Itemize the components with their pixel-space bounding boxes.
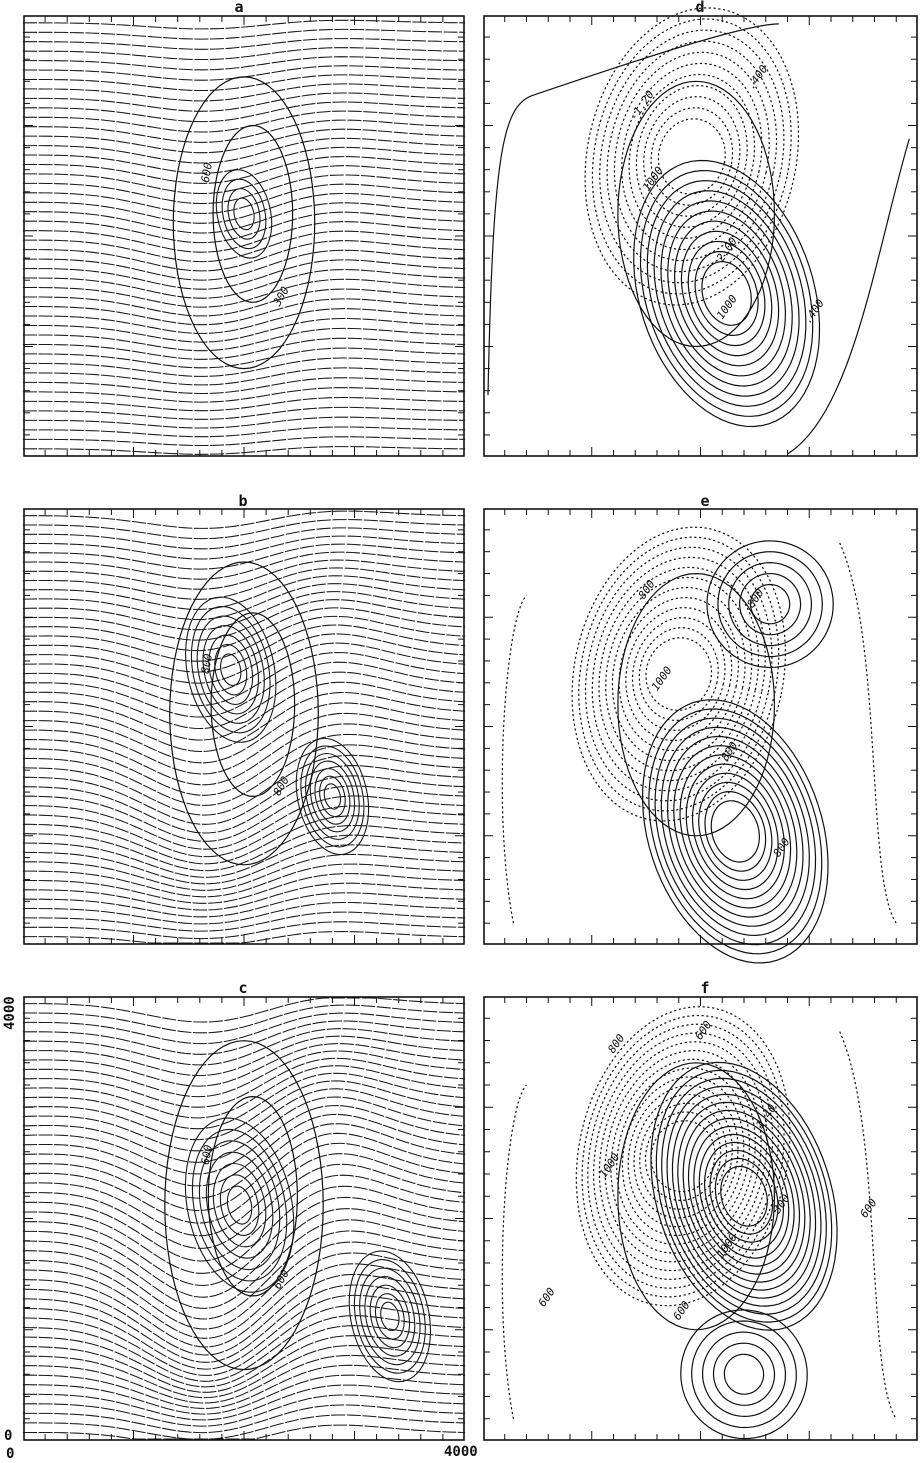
panel-title-e: e [700,492,710,510]
ellipse-contours [617,1062,775,1331]
contour-lines [487,7,910,455]
ellipse-contours [164,1040,324,1371]
contour-label: 800 [605,1032,627,1056]
x-axis-max-label: 4000 [444,1444,478,1460]
panel-title-f: f [700,979,710,997]
ellipse-contours [617,572,775,837]
contour-lines [501,526,897,964]
ellipse-contours [169,561,319,866]
streamlines [22,510,466,944]
ellipse-contours [172,76,316,370]
vortex-cores [185,596,370,856]
axis-ticks [24,509,464,944]
contour-label: 600 [692,1018,714,1042]
axis-ticks [484,16,917,456]
contour-label: .400 [801,297,827,326]
y-axis-max-label: 4000 [2,996,18,1030]
streamlines [22,19,466,455]
axis-ticks [484,509,917,944]
vortex-cores [184,1117,432,1383]
vortex-cores [215,169,273,259]
ellipse-contours [617,80,775,348]
contour-label: 1000 [640,164,666,193]
contour-label: 800 [271,774,292,798]
contour-lines [501,1006,897,1440]
contour-label: 600 [199,1143,215,1165]
streamlines [22,997,466,1440]
x-axis-min-label: 0 [6,1446,15,1462]
axis-ticks [24,16,464,456]
panel-title-a: a [234,0,244,16]
contour-label: 600 [858,1196,880,1220]
contour-label: 600 [536,1285,558,1309]
panel-title-b: b [238,492,248,510]
y-axis-min-label: 0 [4,1428,13,1444]
contour-label: 600 [199,161,215,183]
panel-b-streamlines: 800 800 [22,508,466,945]
contour-label: 1.40 [753,1102,779,1131]
axis-ticks [24,997,464,1440]
contour-label: 800 [199,652,215,674]
panel-title-c: c [238,979,248,997]
contour-label: 1000 [649,664,675,693]
contour-label: 800 [718,739,740,763]
contour-label: 2.00 [714,235,740,264]
contour-label: 1000 [714,292,740,321]
axis-ticks [484,997,917,1440]
